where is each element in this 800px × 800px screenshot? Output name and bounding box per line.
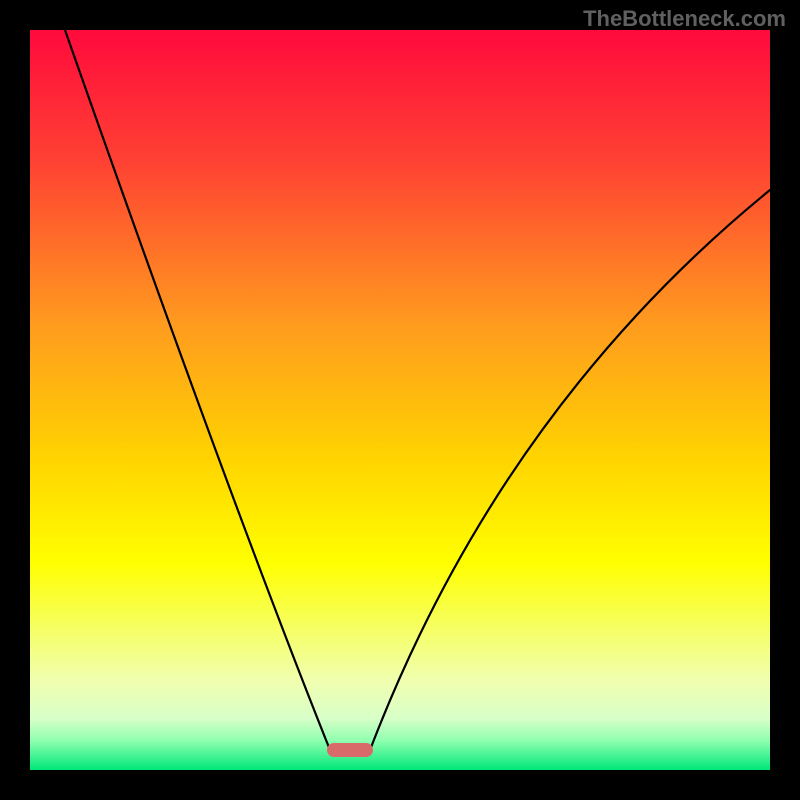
bottleneck-chart: TheBottleneck.com	[0, 0, 800, 800]
optimal-range-marker	[327, 743, 373, 757]
bottleneck-curve	[30, 30, 770, 770]
plot-area	[30, 30, 770, 770]
watermark-text: TheBottleneck.com	[583, 6, 786, 32]
